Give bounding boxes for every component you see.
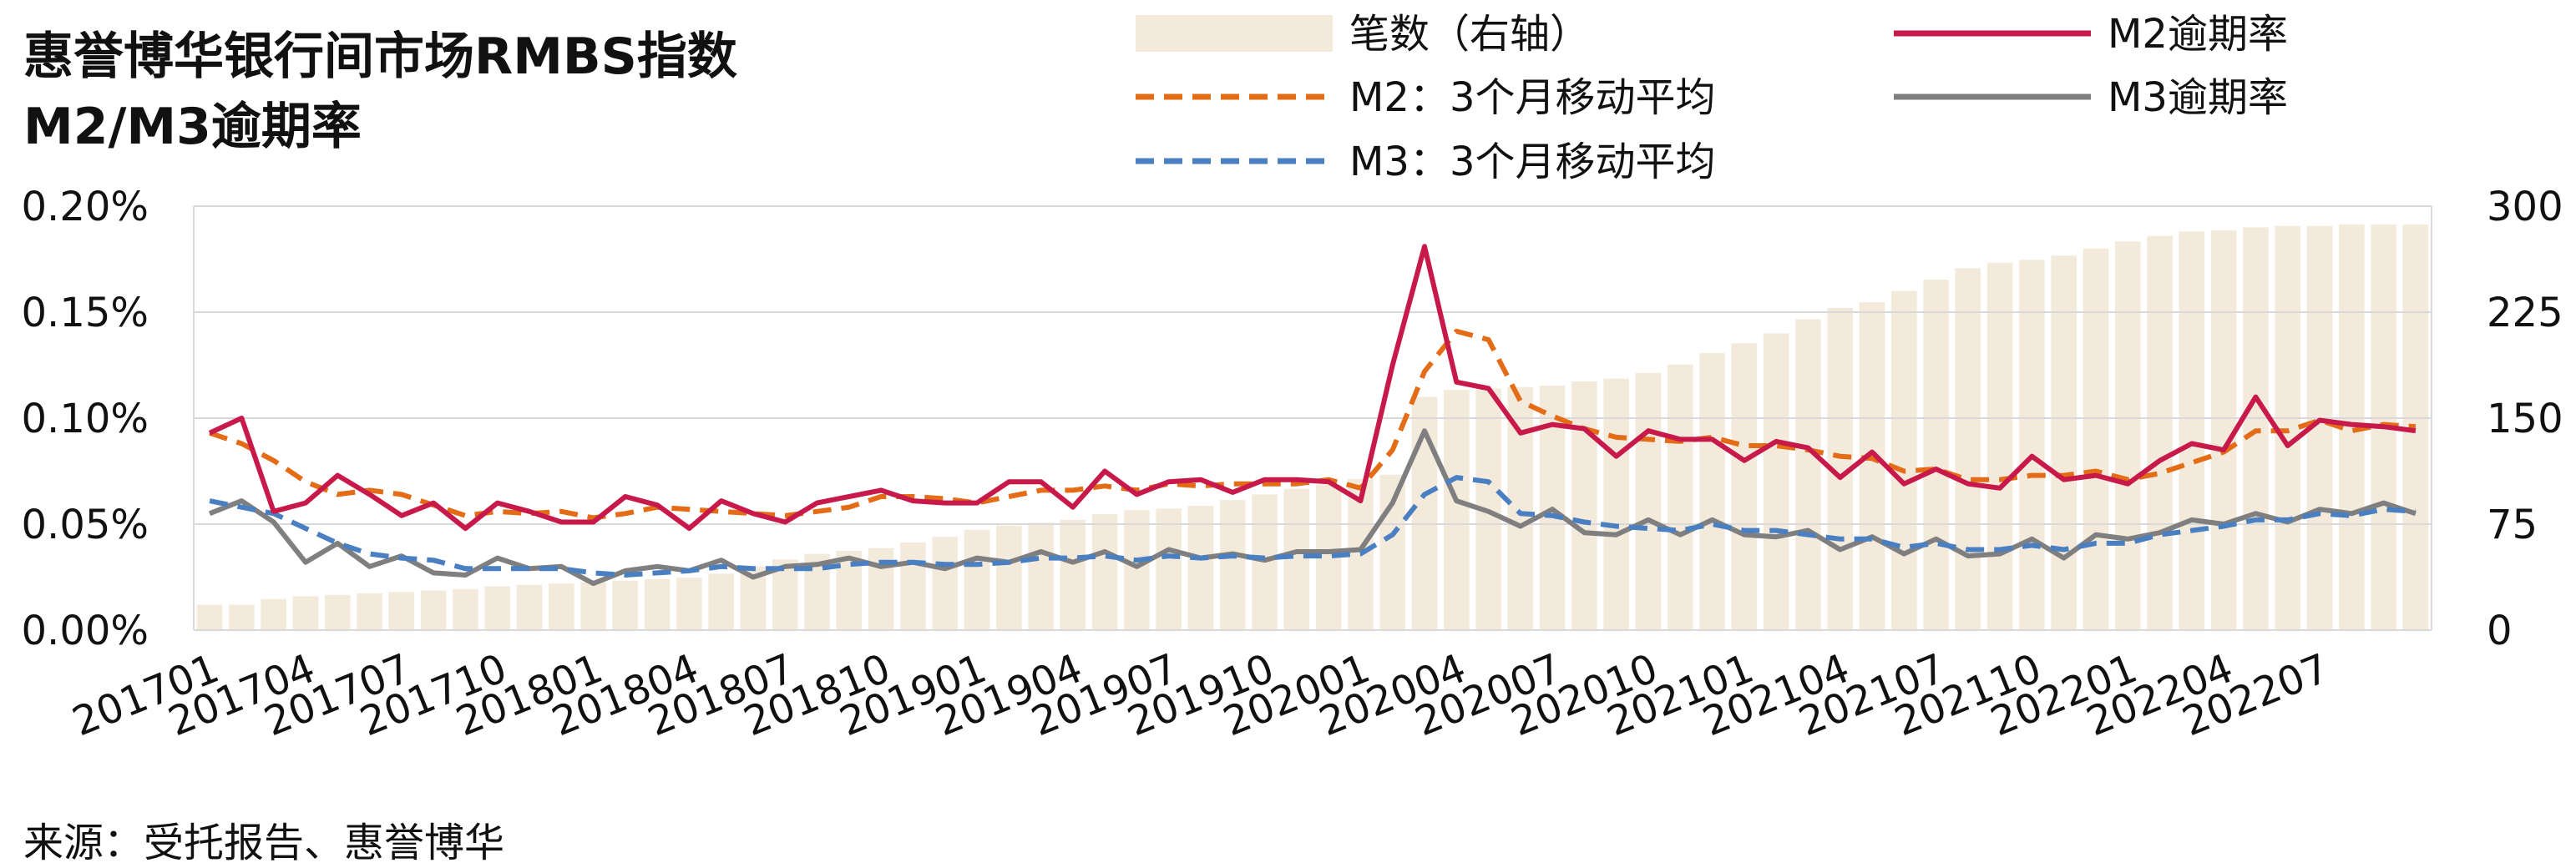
m2-ma-line bbox=[209, 328, 2417, 521]
count-bar bbox=[964, 529, 990, 630]
count-bar bbox=[357, 593, 382, 630]
count-bar bbox=[261, 598, 286, 630]
count-bar bbox=[1699, 353, 1725, 630]
legend: 笔数（右轴） M2逾期率 M2：3个月移动平均 M3逾期率 M3：3个月移动平均 bbox=[1136, 11, 2288, 185]
count-bar bbox=[1891, 290, 1917, 630]
y-left-tick-label: 0.00% bbox=[22, 608, 149, 654]
count-bar bbox=[1795, 319, 1821, 630]
count-bar bbox=[708, 573, 734, 630]
legend-label: M2：3个月移动平均 bbox=[1349, 74, 1716, 121]
legend-label: M2逾期率 bbox=[2108, 11, 2288, 58]
y-right-tick-label: 75 bbox=[2487, 502, 2538, 548]
count-bar bbox=[1187, 506, 1214, 630]
count-bar bbox=[580, 582, 606, 630]
count-bar bbox=[1124, 510, 1150, 630]
legend-count-swatch bbox=[1136, 15, 1333, 52]
count-bar bbox=[549, 583, 574, 630]
count-bar bbox=[1220, 500, 1246, 630]
count-bar bbox=[900, 542, 926, 630]
m2-rate-line bbox=[208, 244, 2417, 532]
count-bar bbox=[1507, 386, 1534, 630]
count-bar bbox=[1635, 372, 1662, 630]
count-bar bbox=[1091, 514, 1118, 630]
legend-label: 笔数（右轴） bbox=[1349, 11, 1590, 58]
y-right-tick-label: 150 bbox=[2487, 396, 2563, 442]
source-note: 来源：受托报告、惠誉博华 bbox=[23, 820, 505, 866]
chart-title-line2: M2/M3逾期率 bbox=[23, 98, 362, 156]
count-bar bbox=[2115, 241, 2141, 630]
y-right-tick-label: 0 bbox=[2487, 608, 2513, 654]
m3-rate-line bbox=[208, 428, 2417, 587]
count-bar bbox=[1763, 333, 1789, 630]
y-left-tick-label: 0.10% bbox=[22, 396, 149, 442]
count-bar bbox=[996, 525, 1022, 630]
count-bar bbox=[388, 592, 415, 630]
count-bar bbox=[196, 604, 223, 630]
count-bar bbox=[2019, 260, 2045, 630]
count-bar bbox=[420, 590, 447, 630]
y-left-tick-label: 0.15% bbox=[22, 290, 149, 336]
count-bar bbox=[1955, 268, 1981, 630]
count-bar bbox=[1923, 280, 1949, 630]
count-bar bbox=[1571, 381, 1597, 630]
count-bar bbox=[1156, 508, 1182, 630]
y-right-tick-label: 300 bbox=[2487, 184, 2563, 230]
count-bar bbox=[1444, 390, 1470, 630]
count-bar bbox=[1859, 302, 1885, 630]
count-bar bbox=[644, 579, 671, 630]
y-left-tick-label: 0.20% bbox=[22, 184, 149, 230]
count-bar bbox=[2051, 255, 2077, 630]
count-bar bbox=[516, 584, 543, 630]
count-bar bbox=[2147, 235, 2173, 630]
m3-ma-line bbox=[209, 475, 2417, 578]
count-bar bbox=[1060, 519, 1086, 630]
y-right-tick-label: 225 bbox=[2487, 290, 2563, 336]
count-bar bbox=[229, 604, 255, 630]
count-bar bbox=[2179, 231, 2205, 630]
legend-label: M3：3个月移动平均 bbox=[1349, 139, 1716, 185]
bars-layer bbox=[196, 225, 2429, 630]
count-bar bbox=[484, 586, 510, 630]
count-bar bbox=[1028, 522, 1054, 630]
count-bar bbox=[453, 588, 478, 630]
count-bar bbox=[2210, 230, 2237, 630]
count-bar bbox=[292, 596, 319, 630]
count-bar bbox=[2275, 225, 2300, 630]
count-bar bbox=[2083, 248, 2109, 630]
count-bar bbox=[1283, 488, 1310, 630]
count-bar bbox=[612, 580, 639, 630]
y-left-tick-label: 0.05% bbox=[22, 502, 149, 548]
count-bar bbox=[1603, 378, 1629, 630]
count-bar bbox=[1668, 364, 1693, 630]
count-bar bbox=[325, 594, 351, 630]
count-bar bbox=[1986, 262, 2013, 630]
chart-title-line1: 惠誉博华银行间市场RMBS指数 bbox=[23, 28, 737, 86]
count-bar bbox=[1731, 343, 1758, 630]
legend-label: M3逾期率 bbox=[2108, 74, 2288, 121]
count-bar bbox=[676, 578, 702, 630]
count-bar bbox=[932, 537, 958, 630]
lines-layer bbox=[208, 244, 2417, 587]
